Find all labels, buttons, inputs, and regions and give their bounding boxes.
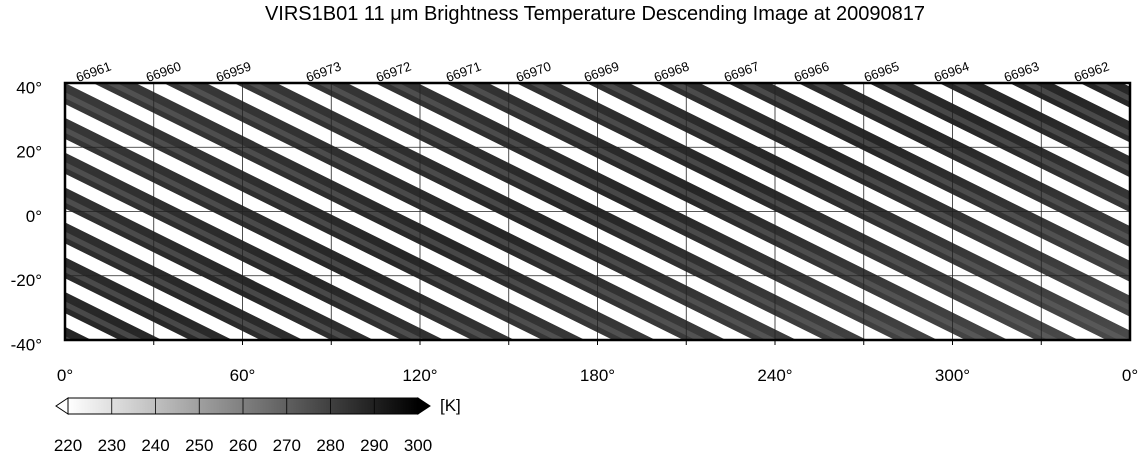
lat-label: -40° [11, 335, 42, 354]
lat-label: 20° [16, 143, 42, 162]
title: VIRS1B01 11 μm Brightness Temperature De… [265, 3, 925, 25]
colorbar-tick-label: 290 [360, 436, 388, 453]
colorbar-tick-label: 280 [316, 436, 344, 453]
orbit-label: 66971 [444, 59, 483, 85]
lat-label: -20° [11, 271, 42, 290]
lat-label: 0° [26, 207, 42, 226]
lon-label: 180° [580, 366, 615, 385]
orbit-label: 66959 [214, 59, 253, 85]
orbit-label: 66970 [514, 59, 553, 85]
swath-cloud [0, 83, 3, 340]
orbit-label: 66963 [1002, 59, 1041, 85]
orbit-label: 66973 [304, 59, 343, 85]
lon-label: 120° [402, 366, 437, 385]
colorbar-unit: [K] [440, 396, 461, 415]
colorbar: [K] 220 230 240 250 260 270 280 290 300 [54, 396, 461, 453]
orbit-label: 66961 [74, 59, 113, 85]
colorbar-arrow-high [418, 398, 430, 414]
orbit-label: 66968 [652, 59, 691, 85]
orbit-label: 66960 [144, 59, 183, 85]
orbit-label: 66967 [722, 59, 761, 85]
lon-label: 0° [57, 366, 73, 385]
colorbar-tick-label: 230 [98, 436, 126, 453]
colorbar-tick-label: 300 [404, 436, 432, 453]
orbit-label: 66964 [932, 59, 971, 85]
colorbar-tick-label: 250 [185, 436, 213, 453]
colorbar-tick-label: 260 [229, 436, 257, 453]
lon-label: 300° [935, 366, 970, 385]
orbit-label: 66962 [1072, 59, 1111, 85]
orbit-label: 66966 [792, 59, 831, 85]
lat-label: 40° [16, 78, 42, 97]
lon-label: 240° [757, 366, 792, 385]
lon-label: 60° [230, 366, 256, 385]
orbit-label: 66969 [582, 59, 621, 85]
colorbar-tick-label: 240 [141, 436, 169, 453]
lon-label: 0° [1122, 366, 1138, 385]
colorbar-arrow-low [56, 398, 68, 414]
colorbar-tick-label: 270 [273, 436, 301, 453]
orbit-label: 66972 [374, 59, 413, 85]
orbit-label: 66965 [862, 59, 901, 85]
colorbar-tick-label: 220 [54, 436, 82, 453]
